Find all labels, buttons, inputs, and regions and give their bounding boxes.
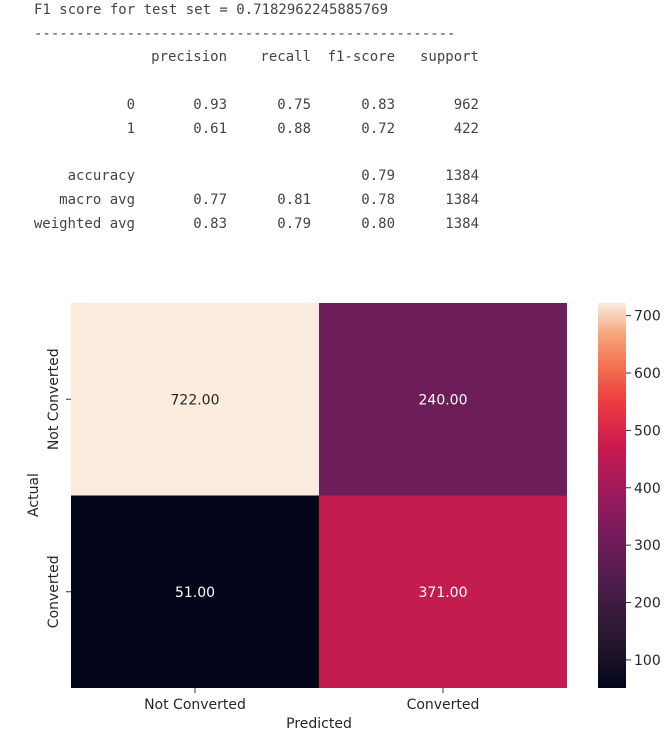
- heatmap-cell: [319, 495, 567, 688]
- report-value: 0.78: [361, 192, 395, 208]
- report-value: 0.83: [193, 216, 227, 232]
- colorbar-tick-label: 700: [634, 309, 661, 325]
- report-value: 0.93: [193, 97, 227, 113]
- report-value: 0.79: [277, 216, 311, 232]
- heatmap-cell: [319, 303, 567, 496]
- colorbar-tick-label: 300: [634, 538, 661, 554]
- report-header: recall: [260, 49, 311, 65]
- cell-annotation: 722.00: [171, 392, 220, 408]
- report-value: 0.80: [361, 216, 395, 232]
- x-tick-label: Not Converted: [144, 697, 246, 713]
- report-value: 0.81: [277, 192, 311, 208]
- report-value: 0.83: [361, 97, 395, 113]
- report-row-label: macro avg: [59, 192, 135, 208]
- x-axis-label: Predicted: [286, 716, 352, 732]
- colorbar: [598, 303, 626, 688]
- report-header: precision: [151, 49, 227, 65]
- heatmap-cell: [71, 303, 319, 496]
- report-header: f1-score: [327, 49, 395, 65]
- f1-score-line: F1 score for test set = 0.71829622458857…: [34, 2, 389, 18]
- colorbar-tick-label: 100: [634, 653, 661, 669]
- colorbar-tick-label: 600: [634, 366, 661, 382]
- report-value: 1384: [445, 168, 479, 184]
- report-separator: ----------------------------------------…: [34, 26, 454, 42]
- cell-annotation: 371.00: [419, 585, 468, 601]
- y-axis-label: Actual: [26, 473, 42, 517]
- y-tick-label: Converted: [46, 555, 62, 628]
- cell-annotation: 51.00: [175, 585, 215, 601]
- report-header: support: [419, 49, 479, 65]
- y-tick-label: Not Converted: [46, 348, 62, 450]
- cell-annotation: 240.00: [419, 392, 468, 408]
- report-value: 0.79: [361, 168, 395, 184]
- report-row-label: accuracy: [67, 168, 135, 184]
- report-value: 422: [453, 121, 479, 137]
- heatmap-cell: [71, 495, 319, 688]
- report-value: 0.77: [193, 192, 227, 208]
- report-value: 962: [453, 97, 479, 113]
- colorbar-tick-label: 500: [634, 423, 661, 439]
- report-value: 1384: [445, 216, 479, 232]
- report-value: 1384: [445, 192, 479, 208]
- report-value: 0.72: [361, 121, 395, 137]
- report-value: 0.61: [193, 121, 227, 137]
- report-row-label: weighted avg: [33, 216, 135, 232]
- colorbar-tick-label: 200: [634, 596, 661, 612]
- report-row-label: 1: [126, 121, 135, 137]
- report-row-label: 0: [126, 97, 135, 113]
- report-value: 0.88: [277, 121, 311, 137]
- report-value: 0.75: [277, 97, 311, 113]
- colorbar-tick-label: 400: [634, 481, 661, 497]
- x-tick-label: Converted: [407, 697, 480, 713]
